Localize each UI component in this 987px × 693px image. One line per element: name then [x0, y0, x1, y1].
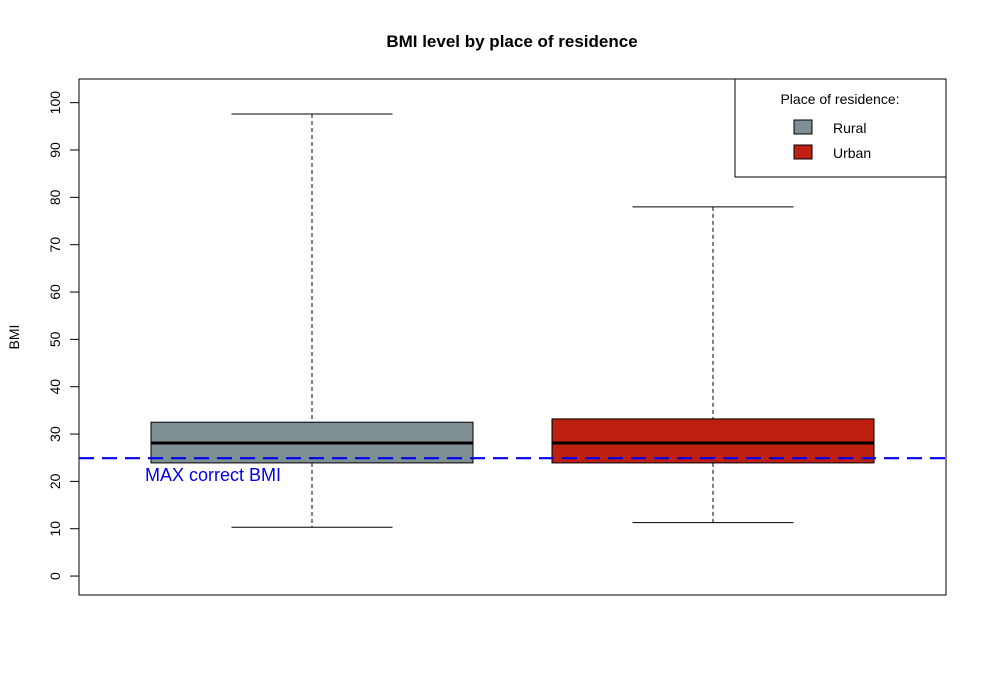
y-tick-label: 50	[47, 331, 63, 347]
legend-swatch-rural	[793, 119, 813, 135]
y-tick-label: 40	[47, 379, 63, 395]
y-tick-label: 20	[47, 473, 63, 489]
legend-label-rural: Rural	[833, 120, 866, 136]
legend-swatch-urban	[793, 144, 813, 160]
y-tick-label: 0	[47, 572, 63, 580]
y-tick-label: 100	[47, 91, 63, 115]
reference-line-label: MAX correct BMI	[145, 465, 281, 485]
y-tick-label: 90	[47, 142, 63, 158]
y-axis-label: BMI	[6, 325, 22, 350]
box-rural	[150, 113, 474, 528]
legend-entries: Rural Urban	[793, 119, 871, 161]
legend-frame	[734, 78, 947, 178]
legend-title: Place of residence:	[780, 91, 899, 107]
legend-label-urban: Urban	[833, 145, 871, 161]
legend: Place of residence: Rural Urban	[734, 78, 947, 178]
boxes	[150, 113, 875, 528]
y-axis: 0 10 20 30 40 50 60 70 80 90 100	[47, 91, 80, 580]
chart-title: BMI level by place of residence	[386, 32, 637, 51]
y-tick-label: 10	[47, 521, 63, 537]
y-tick-label: 60	[47, 284, 63, 300]
box-iqr	[551, 418, 875, 464]
box-urban	[551, 206, 875, 524]
y-tick-label: 30	[47, 426, 63, 442]
y-tick-label: 70	[47, 237, 63, 253]
y-tick-label: 80	[47, 189, 63, 205]
